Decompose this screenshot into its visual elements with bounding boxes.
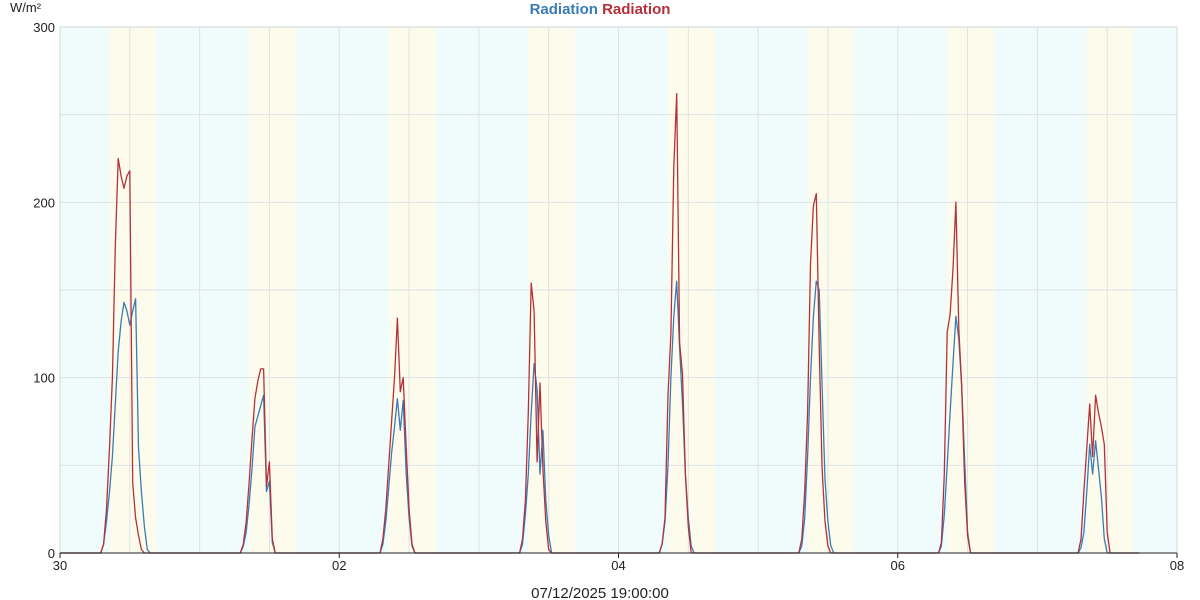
footer-timestamp: 07/12/2025 19:00:00: [531, 585, 669, 600]
y-tick-label: 200: [33, 195, 55, 210]
x-tick-label: 08: [1170, 558, 1184, 573]
chart-title: Radiation Radiation: [530, 1, 671, 18]
x-tick-label: 02: [332, 558, 346, 573]
axes: 0 100 200 300 30 02 04 06 08: [33, 20, 1184, 573]
title-part-1: Radiation: [598, 1, 671, 18]
y-tick-label: 300: [33, 20, 55, 35]
x-tick-label: 04: [611, 558, 625, 573]
series-lines: [60, 92, 1140, 554]
y-axis-unit: W/m²: [10, 0, 42, 15]
y-tick-label: 100: [33, 371, 55, 386]
series-line-1: [60, 92, 1140, 554]
y-tick-label: 0: [48, 546, 55, 561]
title-part-0: Radiation: [530, 1, 598, 18]
x-tick-label: 30: [53, 558, 67, 573]
x-tick-label: 06: [891, 558, 905, 573]
